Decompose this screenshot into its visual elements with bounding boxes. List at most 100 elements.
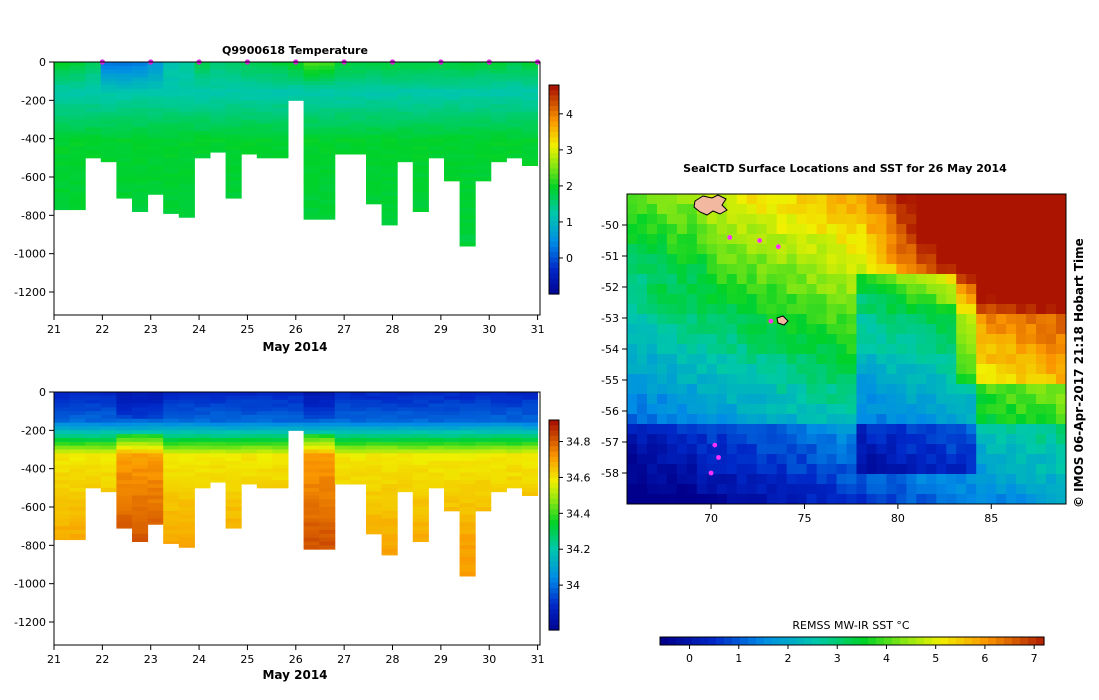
y-tick-label: -600 [21, 171, 46, 184]
sst-cell [1046, 364, 1057, 375]
sst-cell [1036, 314, 1047, 325]
sst-cell [796, 334, 808, 345]
sst-cell [756, 224, 768, 235]
salinity-cell [365, 518, 383, 523]
salinity-cell [131, 518, 149, 523]
sst-cell [676, 494, 688, 505]
temperature-cell [256, 127, 273, 132]
sst-cell [766, 264, 778, 275]
sst-colorbar-segment [972, 637, 981, 645]
temperature-cell [459, 230, 476, 235]
salinity-cell [209, 461, 227, 466]
temperature-cell [428, 142, 445, 147]
temperature-cell [54, 169, 71, 174]
sst-cell [666, 234, 678, 245]
map-x-tick-label: 85 [984, 512, 998, 525]
salinity-cell [163, 457, 180, 462]
salinity-cell [350, 476, 367, 481]
sst-colorbar-segment [788, 637, 797, 645]
temperature-cell [69, 62, 86, 67]
temperature-cell [459, 200, 476, 205]
sst-cell [986, 214, 997, 225]
temperature-cell [443, 165, 461, 170]
x-tick-label: 29 [434, 323, 448, 336]
salinity-cell [490, 430, 507, 435]
sst-cell [1006, 464, 1017, 475]
colorbar-segment [549, 603, 559, 610]
salinity-cell [163, 403, 180, 408]
colorbar-segment [549, 546, 559, 552]
sst-cell [1036, 224, 1047, 235]
salinity-cell [303, 522, 320, 527]
sst-cell [996, 234, 1007, 245]
salinity-cell [178, 514, 195, 519]
seal-location-point [716, 455, 721, 460]
temperature-cell [116, 119, 133, 124]
sst-cell [1016, 244, 1027, 255]
temperature-cell [443, 169, 461, 174]
sst-cell [776, 294, 788, 305]
colorbar-segment [549, 278, 559, 285]
sst-cell [1016, 264, 1027, 275]
salinity-cell [54, 403, 71, 408]
sst-cell [956, 344, 967, 355]
salinity-cell [131, 533, 149, 539]
temperature-cell [178, 100, 195, 105]
temperature-cell [147, 73, 164, 78]
sst-cell [786, 444, 798, 455]
temperature-cell [319, 180, 336, 186]
temperature-cell [147, 134, 164, 140]
seal-location-point [768, 318, 774, 324]
temperature-cell [521, 161, 539, 166]
sst-cell [716, 454, 728, 465]
temperature-cell [334, 131, 351, 136]
sst-cell [726, 284, 738, 295]
colorbar-segment [549, 551, 559, 558]
sst-cell [816, 254, 828, 265]
temperature-cell [303, 165, 320, 170]
salinity-xlabel: May 2014 [262, 668, 327, 682]
sst-cell [796, 244, 808, 255]
sst-cell [1016, 274, 1027, 285]
salinity-cell [443, 418, 461, 424]
sst-cell [986, 464, 997, 475]
sst-cell [1046, 194, 1057, 205]
sst-cell [636, 474, 648, 485]
salinity-cell [506, 484, 523, 489]
y-tick-label: -1000 [14, 578, 46, 591]
temperature-cell [350, 142, 367, 147]
salinity-cell [116, 403, 133, 408]
colorbar-segment [549, 95, 559, 102]
temperature-cell [381, 104, 398, 109]
sst-cell [716, 264, 728, 275]
salinity-cell [443, 476, 461, 481]
temperature-cell [397, 62, 414, 67]
sst-cell [1046, 354, 1057, 365]
sst-cell [846, 484, 857, 495]
temperature-cell [69, 134, 86, 140]
salinity-cell [397, 472, 414, 477]
temperature-cell [116, 62, 133, 67]
temperature-cell [147, 157, 164, 163]
sst-cell [866, 274, 877, 285]
temperature-cell [521, 100, 539, 105]
sst-cell [896, 494, 907, 505]
sst-cell [956, 324, 967, 335]
salinity-cell [459, 487, 476, 493]
temperature-cell [178, 138, 195, 143]
temperature-cell [397, 65, 414, 71]
temperature-cell [303, 211, 320, 216]
sst-cell [726, 474, 738, 485]
sst-cell [1026, 224, 1037, 235]
salinity-cell [225, 430, 242, 435]
temperature-cell [194, 150, 211, 155]
salinity-cell [381, 510, 398, 516]
sst-cell [766, 294, 778, 305]
salinity-cell [303, 487, 320, 493]
salinity-cell [116, 495, 133, 500]
sst-cell [1056, 354, 1067, 365]
sst-cell [986, 254, 997, 265]
colorbar-tick-label: 2 [566, 180, 573, 193]
sst-cell [1056, 484, 1067, 495]
salinity-cell [334, 453, 351, 458]
